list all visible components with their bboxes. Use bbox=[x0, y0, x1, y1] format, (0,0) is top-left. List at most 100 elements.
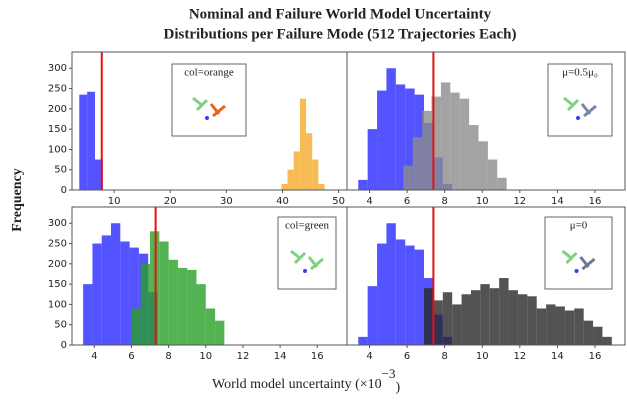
histogram-bar bbox=[564, 310, 575, 345]
histogram-bar bbox=[196, 284, 206, 345]
histogram-bar bbox=[583, 320, 594, 345]
x-tick-label: 12 bbox=[513, 196, 526, 207]
x-label-end: ) bbox=[396, 380, 401, 395]
histogram-bar bbox=[461, 294, 471, 345]
x-tick-label: 16 bbox=[589, 351, 602, 362]
y-tick-label: 250 bbox=[48, 84, 67, 95]
object-dot bbox=[574, 269, 579, 273]
robot-arm bbox=[580, 103, 597, 118]
histogram-bar bbox=[111, 223, 121, 345]
y-tick-label: 250 bbox=[48, 239, 67, 250]
histogram-bar bbox=[499, 278, 509, 345]
x-tick-label: 10 bbox=[108, 196, 121, 207]
x-tick-label: 16 bbox=[311, 351, 324, 362]
histogram-bar bbox=[555, 306, 565, 345]
histogram-bar bbox=[459, 98, 470, 190]
histogram-bar bbox=[433, 300, 443, 345]
histogram-bar bbox=[469, 125, 479, 190]
y-tick-label: 300 bbox=[48, 218, 67, 229]
title-line: Distributions per Failure Mode (512 Traj… bbox=[163, 26, 516, 42]
x-tick-label: 30 bbox=[220, 196, 233, 207]
histogram-bar bbox=[574, 308, 584, 345]
histogram-bar bbox=[367, 129, 378, 190]
y-tick-label: 200 bbox=[48, 259, 67, 270]
x-tick-label: 20 bbox=[164, 196, 177, 207]
histogram-bar bbox=[602, 336, 612, 345]
histogram-bar bbox=[536, 308, 547, 345]
histogram-bar bbox=[546, 304, 556, 345]
histogram-bar bbox=[527, 296, 537, 345]
histogram-bar bbox=[159, 241, 169, 345]
histogram-bar bbox=[92, 243, 102, 345]
histogram-bar bbox=[187, 269, 197, 345]
histogram-bar bbox=[95, 159, 103, 190]
object-dot bbox=[205, 116, 209, 120]
histogram-bar bbox=[358, 336, 368, 345]
inset-box bbox=[544, 216, 613, 290]
robot-arm bbox=[563, 96, 580, 112]
histogram-bar bbox=[452, 304, 462, 345]
histogram-bar bbox=[129, 247, 139, 345]
robot-arm bbox=[192, 96, 209, 112]
histogram-bar bbox=[120, 241, 130, 345]
x-tick-label: 10 bbox=[476, 351, 489, 362]
histogram-bar bbox=[358, 179, 368, 190]
y-tick-label: 150 bbox=[48, 279, 67, 290]
x-tick-label: 6 bbox=[404, 196, 410, 207]
histogram-bar bbox=[299, 98, 307, 190]
y-tick-label: 100 bbox=[48, 144, 67, 155]
axes-frame bbox=[346, 51, 626, 191]
histogram-bar bbox=[101, 235, 112, 345]
x-label-exponent: −3 bbox=[382, 366, 396, 381]
x-tick-label: 50 bbox=[332, 196, 345, 207]
histogram-bar bbox=[470, 290, 481, 345]
x-tick-label: 16 bbox=[589, 196, 602, 207]
robot-icon bbox=[561, 249, 596, 273]
histogram-bar bbox=[293, 151, 300, 190]
robot-arm bbox=[579, 256, 596, 271]
x-tick-label: 8 bbox=[441, 351, 447, 362]
robot-arm bbox=[307, 256, 324, 271]
x-tick-label: 4 bbox=[366, 351, 372, 362]
x-tick-label: 4 bbox=[366, 196, 372, 207]
y-tick-label: 0 bbox=[61, 185, 67, 196]
histogram-bar bbox=[442, 292, 453, 345]
histogram-bar bbox=[215, 320, 225, 345]
x-tick-label: 14 bbox=[274, 351, 287, 362]
histogram-bar bbox=[487, 159, 498, 190]
inset-label: col=green bbox=[285, 220, 330, 232]
x-tick-label: 14 bbox=[551, 351, 564, 362]
y-tick-label: 100 bbox=[48, 299, 67, 310]
y-tick-label: 150 bbox=[48, 124, 67, 135]
histogram-bar bbox=[131, 308, 141, 345]
histogram-bar bbox=[405, 245, 415, 345]
x-tick-label: 10 bbox=[476, 196, 489, 207]
histogram-bar bbox=[177, 267, 188, 345]
y-tick-label: 50 bbox=[54, 165, 67, 176]
histogram-bar bbox=[83, 284, 93, 345]
inset-label: μ=0.5μ₀ bbox=[562, 67, 598, 79]
histogram-bar bbox=[414, 249, 425, 345]
y-tick-label: 0 bbox=[61, 340, 67, 351]
histogram-bar bbox=[205, 308, 216, 345]
x-tick-label: 6 bbox=[404, 351, 410, 362]
y-tick-label: 300 bbox=[48, 63, 67, 74]
robot-arm bbox=[561, 249, 578, 265]
histogram-bar bbox=[140, 263, 151, 345]
histogram-bar bbox=[386, 68, 396, 190]
robot-arm bbox=[209, 103, 226, 118]
inset-box bbox=[277, 216, 337, 290]
histogram-bar bbox=[79, 94, 88, 190]
histogram-bar bbox=[508, 290, 518, 345]
x-label-text: World model uncertainty (×10 bbox=[212, 377, 382, 392]
histogram-bar bbox=[422, 110, 432, 190]
histogram-bar bbox=[287, 169, 294, 190]
x-tick-label: 8 bbox=[441, 196, 447, 207]
x-tick-label: 6 bbox=[128, 351, 134, 362]
histogram-bar bbox=[478, 141, 488, 190]
histogram-bar bbox=[431, 96, 441, 190]
histogram-bar bbox=[386, 223, 396, 345]
x-tick-label: 12 bbox=[237, 351, 250, 362]
axes-frame bbox=[346, 206, 626, 346]
